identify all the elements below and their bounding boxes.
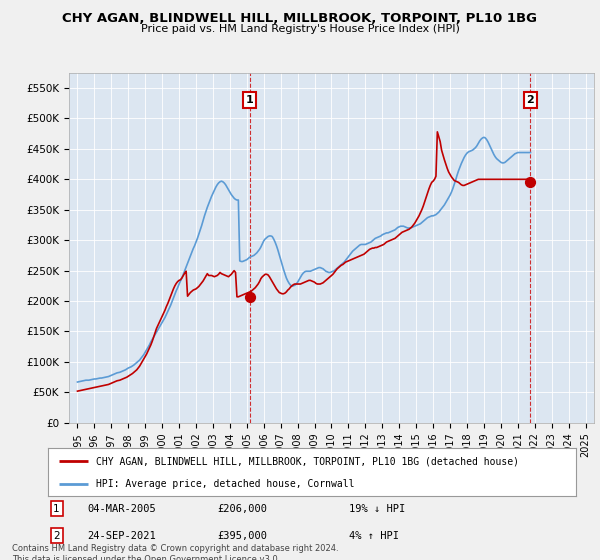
Text: 24-SEP-2021: 24-SEP-2021 xyxy=(88,530,157,540)
Text: Contains HM Land Registry data © Crown copyright and database right 2024.
This d: Contains HM Land Registry data © Crown c… xyxy=(12,544,338,560)
Text: 2: 2 xyxy=(526,95,534,105)
Text: 19% ↓ HPI: 19% ↓ HPI xyxy=(349,504,405,514)
Text: 1: 1 xyxy=(246,95,254,105)
Text: 2: 2 xyxy=(53,530,60,540)
Point xyxy=(526,178,535,187)
Text: 4% ↑ HPI: 4% ↑ HPI xyxy=(349,530,399,540)
Text: 1: 1 xyxy=(53,504,60,514)
Point xyxy=(245,293,254,302)
Text: HPI: Average price, detached house, Cornwall: HPI: Average price, detached house, Corn… xyxy=(95,479,354,489)
Text: £206,000: £206,000 xyxy=(217,504,267,514)
Text: CHY AGAN, BLINDWELL HILL, MILLBROOK, TORPOINT, PL10 1BG: CHY AGAN, BLINDWELL HILL, MILLBROOK, TOR… xyxy=(62,12,538,25)
Text: Price paid vs. HM Land Registry's House Price Index (HPI): Price paid vs. HM Land Registry's House … xyxy=(140,24,460,34)
Text: CHY AGAN, BLINDWELL HILL, MILLBROOK, TORPOINT, PL10 1BG (detached house): CHY AGAN, BLINDWELL HILL, MILLBROOK, TOR… xyxy=(95,456,518,466)
Text: 04-MAR-2005: 04-MAR-2005 xyxy=(88,504,157,514)
Text: £395,000: £395,000 xyxy=(217,530,267,540)
